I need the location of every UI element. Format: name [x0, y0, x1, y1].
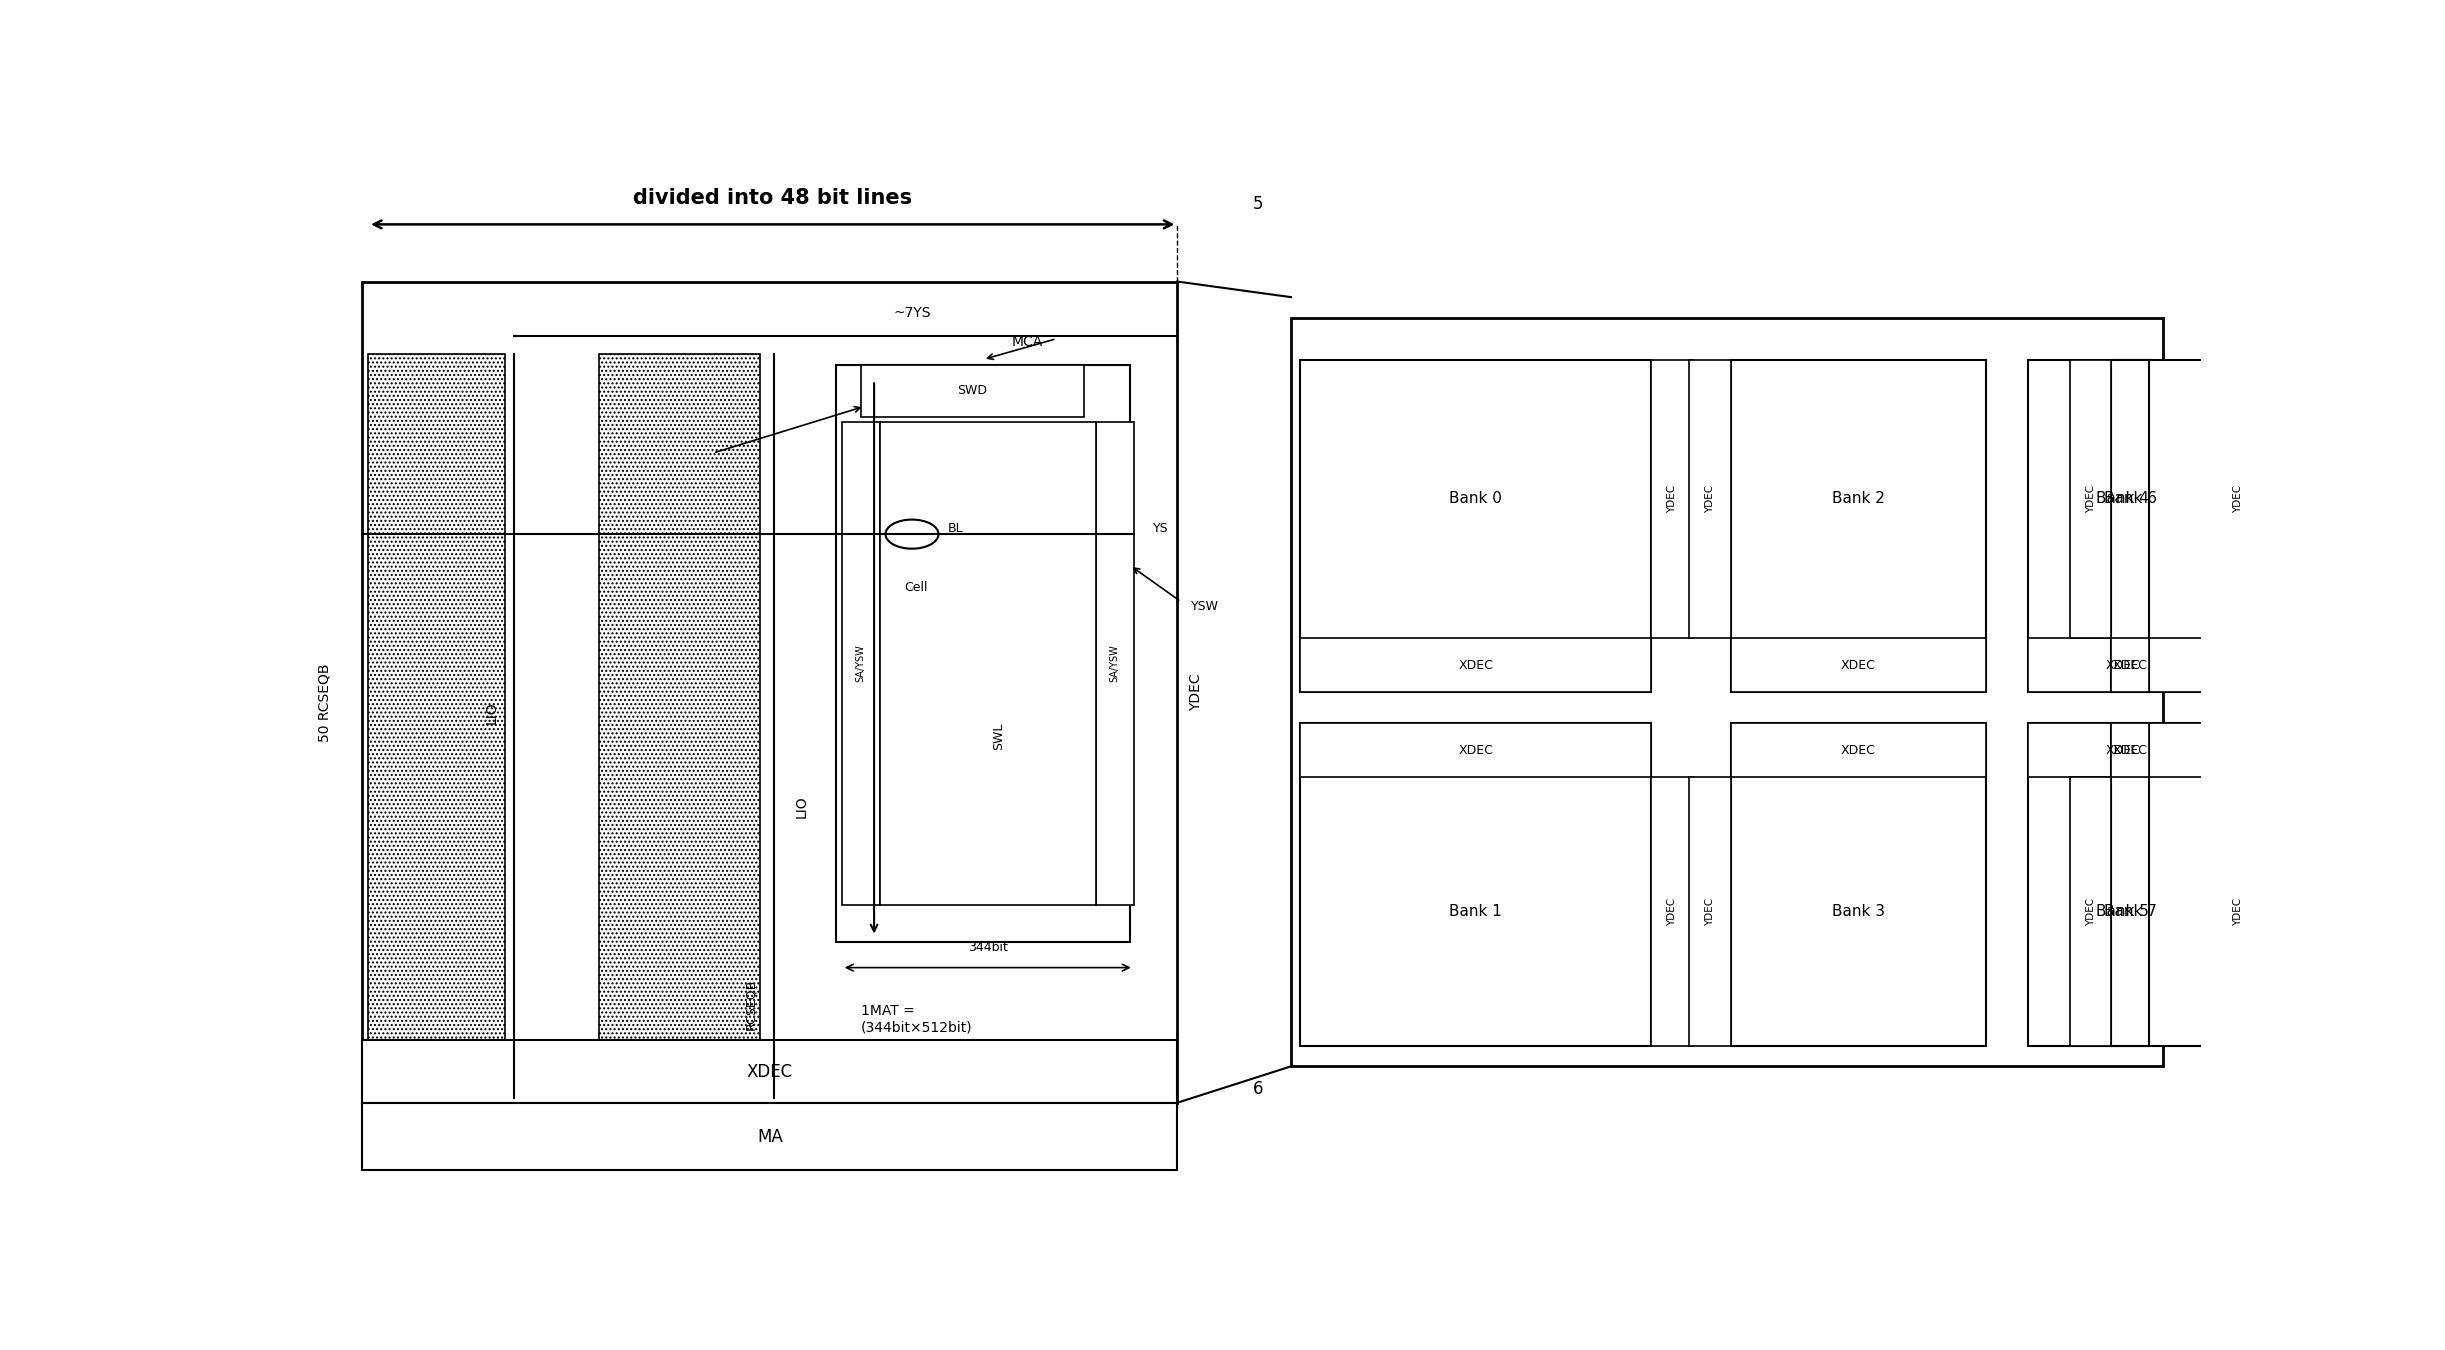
Text: LIO: LIO	[795, 795, 809, 818]
Text: XDEC: XDEC	[2105, 744, 2139, 757]
Text: 6: 6	[1252, 1080, 1264, 1099]
Bar	[861, 364, 1086, 417]
Text: MA: MA	[758, 1127, 782, 1146]
Text: YDEC: YDEC	[1667, 898, 1677, 926]
Text: XDEC: XDEC	[1457, 659, 1494, 671]
Text: XDEC: XDEC	[2105, 659, 2139, 671]
Text: XDEC: XDEC	[2112, 744, 2147, 757]
Text: Bank 7: Bank 7	[2105, 904, 2156, 919]
Text: divided into 48 bit lines: divided into 48 bit lines	[633, 189, 912, 208]
Bar	[1095, 421, 1134, 906]
Text: YDEC: YDEC	[1704, 898, 1714, 926]
Bar	[1689, 359, 1731, 639]
Text: XDEC: XDEC	[1841, 659, 1875, 671]
Bar	[2218, 359, 2259, 639]
Text: SA/YSW: SA/YSW	[856, 645, 866, 683]
Bar	[362, 1041, 1178, 1103]
Text: YDEC: YDEC	[1667, 485, 1677, 513]
Text: SA/YSW: SA/YSW	[1110, 645, 1120, 683]
Text: Bank 4: Bank 4	[2095, 491, 2149, 506]
Text: Bank 3: Bank 3	[1831, 904, 1885, 919]
Text: Bank 2: Bank 2	[1831, 491, 1885, 506]
Text: BL: BL	[949, 522, 963, 536]
Bar	[362, 1103, 1178, 1170]
Text: MCA: MCA	[1012, 335, 1042, 350]
Text: YDEC: YDEC	[1704, 485, 1714, 513]
Text: RCSEQB: RCSEQB	[743, 979, 758, 1030]
Bar	[2071, 359, 2112, 639]
Text: XDEC: XDEC	[2112, 659, 2147, 671]
Bar	[2027, 359, 2218, 693]
Bar	[2027, 724, 2218, 778]
Text: XDEC: XDEC	[1457, 744, 1494, 757]
Bar	[599, 354, 760, 1098]
Bar	[836, 364, 1130, 942]
Bar	[2027, 724, 2218, 1046]
Text: 5: 5	[1252, 194, 1264, 212]
Bar	[1731, 639, 1985, 693]
Text: Bank 1: Bank 1	[1450, 904, 1501, 919]
Text: Bank 5: Bank 5	[2095, 904, 2149, 919]
Bar	[2027, 639, 2218, 693]
Bar	[2218, 778, 2259, 1046]
Text: 344bit: 344bit	[968, 941, 1007, 954]
Bar	[2112, 724, 2149, 1046]
Bar	[2112, 639, 2149, 693]
Bar	[2112, 359, 2149, 693]
Text: SWD: SWD	[958, 385, 988, 397]
Bar	[1301, 639, 1650, 693]
Bar	[2112, 724, 2149, 778]
Text: Cell: Cell	[905, 580, 927, 594]
Bar	[1650, 359, 1692, 639]
Bar	[841, 421, 880, 906]
Text: 50 RCSEQB: 50 RCSEQB	[318, 663, 333, 741]
Text: YS: YS	[1152, 522, 1169, 536]
Bar	[1301, 724, 1650, 778]
Bar	[1301, 724, 1650, 1046]
Text: YSW: YSW	[1191, 601, 1218, 613]
Text: LIO: LIO	[484, 702, 499, 724]
Text: Bank 0: Bank 0	[1450, 491, 1501, 506]
Bar	[1650, 778, 1692, 1046]
Bar	[1301, 359, 1650, 693]
Bar	[369, 354, 504, 1098]
Text: XDEC: XDEC	[1841, 744, 1875, 757]
Text: Bank 6: Bank 6	[2103, 491, 2156, 506]
Text: XDEC: XDEC	[746, 1062, 792, 1080]
Text: ~7YS: ~7YS	[892, 306, 932, 320]
Bar	[362, 282, 1178, 1103]
Text: SWL: SWL	[993, 722, 1005, 749]
Bar	[1689, 778, 1731, 1046]
Text: YDEC: YDEC	[1188, 674, 1203, 711]
Text: YDEC: YDEC	[2232, 898, 2245, 926]
Bar	[880, 421, 1095, 906]
Text: YDEC: YDEC	[2086, 898, 2095, 926]
Bar	[1291, 319, 2161, 1066]
Bar	[1731, 359, 1985, 693]
Text: 1MAT =
(344bit×512bit): 1MAT = (344bit×512bit)	[861, 1004, 973, 1034]
Text: YDEC: YDEC	[2086, 485, 2095, 513]
Text: YDEC: YDEC	[2232, 485, 2245, 513]
Bar	[1731, 724, 1985, 1046]
Bar	[2071, 778, 2112, 1046]
Bar	[1731, 724, 1985, 778]
